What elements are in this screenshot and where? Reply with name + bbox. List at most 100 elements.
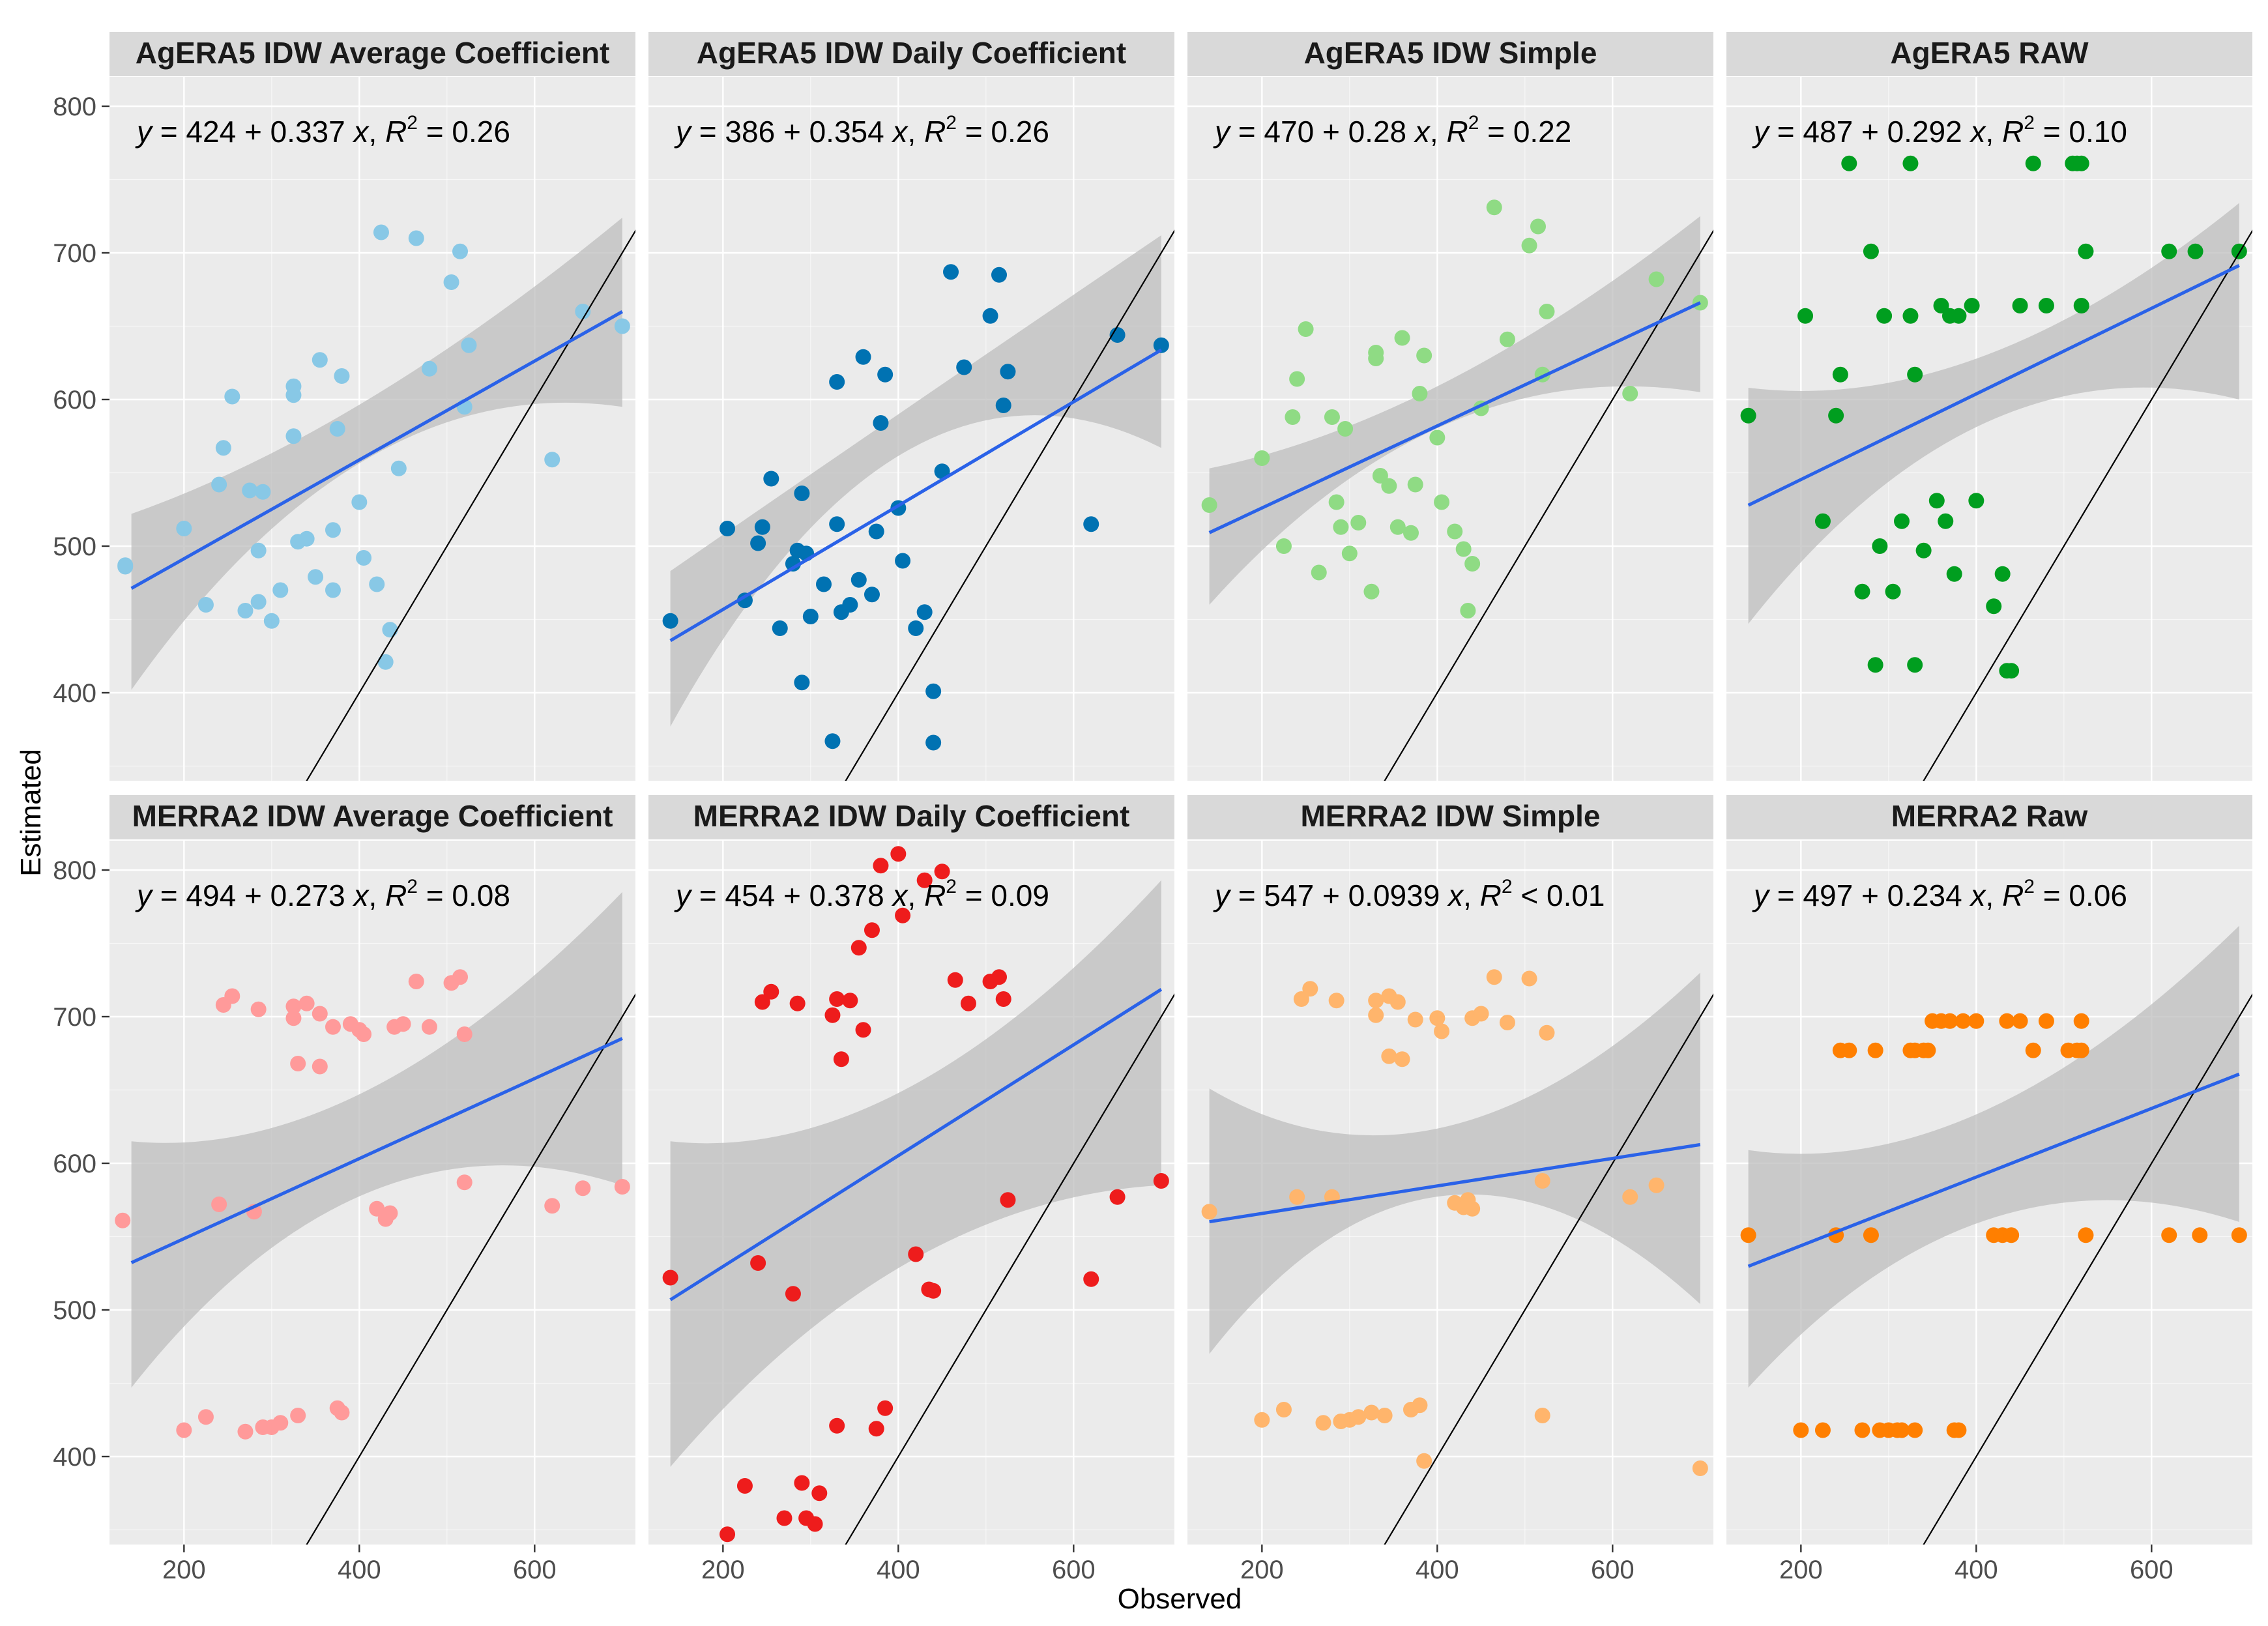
data-point xyxy=(2073,155,2089,171)
data-point xyxy=(947,972,963,988)
data-point xyxy=(1416,1453,1432,1469)
data-point xyxy=(833,1051,849,1067)
data-point xyxy=(934,463,950,480)
data-point xyxy=(312,352,328,368)
data-point xyxy=(895,907,911,923)
data-point xyxy=(1394,1051,1410,1067)
chart-panel: AgERA5 IDW Simple y = 470 + 0.28 x, R2 = … xyxy=(1187,32,1713,781)
data-point xyxy=(772,620,788,636)
regression-line xyxy=(1747,264,2240,507)
data-point xyxy=(1968,1013,1984,1029)
regression-line xyxy=(669,988,1163,1301)
chart-panel: MERRA2 IDW Average Coefficient y = 494 + … xyxy=(109,795,635,1545)
data-point xyxy=(250,594,267,610)
data-point xyxy=(2073,298,2089,313)
data-point xyxy=(1867,657,1883,673)
one-to-one-line xyxy=(1384,229,1713,781)
data-point xyxy=(763,983,779,1000)
data-point xyxy=(1902,155,1919,171)
data-point xyxy=(720,1526,736,1543)
data-point xyxy=(1289,371,1305,387)
data-point xyxy=(369,1200,385,1217)
data-point xyxy=(1920,1042,1936,1058)
data-point xyxy=(1447,523,1463,540)
data-point xyxy=(1814,513,1831,529)
data-point xyxy=(1885,583,1901,600)
data-point xyxy=(1429,429,1446,446)
data-point xyxy=(443,274,459,290)
confidence-band xyxy=(670,880,1161,1467)
data-point xyxy=(1254,1412,1270,1428)
data-point xyxy=(2231,243,2247,259)
data-point xyxy=(1381,1048,1397,1064)
data-point xyxy=(1854,1422,1870,1438)
data-point xyxy=(1328,993,1345,1009)
data-point xyxy=(1872,538,1888,554)
data-point xyxy=(285,998,302,1015)
data-point xyxy=(224,388,240,405)
data-point xyxy=(369,576,385,592)
data-point xyxy=(991,267,1007,283)
data-point xyxy=(2038,298,2054,313)
one-to-one-line xyxy=(1923,993,2252,1545)
data-point xyxy=(2161,243,2177,259)
data-point xyxy=(312,1058,328,1075)
data-point xyxy=(382,622,398,638)
data-point xyxy=(334,1404,350,1421)
data-point xyxy=(250,1001,267,1017)
data-point xyxy=(2073,1042,2089,1058)
data-point xyxy=(356,550,372,566)
data-point xyxy=(237,603,254,618)
data-point xyxy=(1499,1015,1515,1030)
data-point xyxy=(421,360,437,377)
y-tick-label: 400 xyxy=(53,679,96,708)
regression-equation: y = 454 + 0.378 x, R2 = 0.09 xyxy=(674,876,1049,912)
data-point xyxy=(197,597,214,613)
data-point xyxy=(298,530,315,547)
data-point xyxy=(2012,298,2028,313)
regression-equation: y = 487 + 0.292 x, R2 = 0.10 xyxy=(1752,112,2127,149)
data-point xyxy=(285,378,302,394)
facet-title: AgERA5 RAW xyxy=(1890,36,2089,70)
data-point xyxy=(1350,1409,1367,1425)
data-point xyxy=(811,1485,828,1502)
data-point xyxy=(1894,1422,1910,1438)
data-point xyxy=(1389,994,1406,1010)
data-point xyxy=(1530,218,1546,235)
data-point xyxy=(272,1415,289,1431)
data-point xyxy=(1289,1189,1305,1205)
data-point xyxy=(1938,513,1954,529)
data-point xyxy=(1933,298,1949,313)
y-tick-label: 600 xyxy=(53,1150,96,1178)
data-point xyxy=(1368,1007,1384,1023)
confidence-band xyxy=(1748,203,2239,624)
data-point xyxy=(1285,409,1301,425)
data-point xyxy=(197,1409,214,1425)
data-point xyxy=(1863,243,1879,259)
data-point xyxy=(1907,366,1923,383)
data-point xyxy=(1928,493,1945,509)
data-point xyxy=(1539,304,1555,319)
x-tick-label: 200 xyxy=(1240,1556,1284,1584)
data-point xyxy=(325,522,341,538)
regression-equation: y = 547 + 0.0939 x, R2 < 0.01 xyxy=(1213,876,1605,912)
data-point xyxy=(995,991,1011,1007)
data-point xyxy=(916,872,933,888)
data-point xyxy=(390,460,407,476)
data-point xyxy=(2078,1227,2094,1243)
data-point xyxy=(890,846,907,862)
data-point xyxy=(794,675,810,691)
data-point xyxy=(1275,538,1292,554)
data-point xyxy=(943,264,959,280)
x-tick-label: 600 xyxy=(1052,1556,1096,1584)
data-point xyxy=(2025,155,2041,171)
data-point xyxy=(1832,366,1848,383)
data-point xyxy=(2231,1227,2247,1243)
x-tick-label: 400 xyxy=(338,1556,381,1584)
facet-title: MERRA2 IDW Average Coefficient xyxy=(132,799,613,833)
regression-line xyxy=(669,348,1163,643)
data-point xyxy=(1372,468,1388,484)
data-point xyxy=(1460,603,1476,618)
data-point xyxy=(1394,330,1410,346)
data-point xyxy=(1416,347,1432,364)
